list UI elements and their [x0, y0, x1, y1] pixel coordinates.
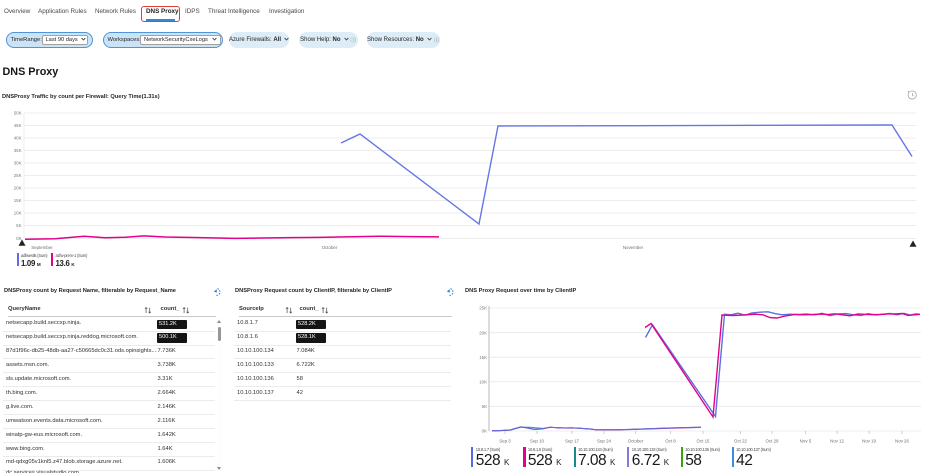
svg-text:0K: 0K [482, 429, 487, 434]
svg-text:October: October [628, 439, 644, 444]
svg-text:Nov 5: Nov 5 [800, 439, 812, 444]
svg-text:10K: 10K [479, 380, 487, 385]
svg-text:Sep 3: Sep 3 [499, 439, 511, 444]
svg-text:Sep 24: Sep 24 [597, 439, 611, 444]
svg-text:25K: 25K [479, 306, 487, 311]
svg-text:35K: 35K [14, 148, 22, 153]
svg-text:Nov 12: Nov 12 [830, 439, 844, 444]
svg-text:10K: 10K [14, 211, 22, 216]
svg-text:15K: 15K [479, 355, 487, 360]
svg-text:Sep 10: Sep 10 [530, 439, 544, 444]
svg-text:October: October [322, 245, 338, 250]
svg-text:40K: 40K [14, 136, 22, 141]
svg-text:20K: 20K [14, 186, 22, 191]
svg-text:Oct 22: Oct 22 [734, 439, 747, 444]
svg-text:Sep 17: Sep 17 [565, 439, 579, 444]
svg-text:Nov 26: Nov 26 [895, 439, 909, 444]
svg-text:45K: 45K [14, 123, 22, 128]
svg-text:30K: 30K [14, 161, 22, 166]
svg-text:15K: 15K [14, 198, 22, 203]
svg-text:5K: 5K [16, 223, 21, 228]
svg-text:Oct 15: Oct 15 [697, 439, 710, 444]
svg-text:20K: 20K [479, 330, 487, 335]
svg-text:50K: 50K [14, 111, 22, 116]
svg-text:5K: 5K [482, 404, 487, 409]
svg-text:25K: 25K [14, 173, 22, 178]
svg-text:November: November [623, 245, 644, 250]
svg-text:Oct 29: Oct 29 [766, 439, 779, 444]
svg-text:Nov 19: Nov 19 [862, 439, 876, 444]
svg-text:Oct 8: Oct 8 [665, 439, 676, 444]
svg-text:0K: 0K [16, 236, 21, 241]
svg-text:September: September [31, 245, 53, 250]
